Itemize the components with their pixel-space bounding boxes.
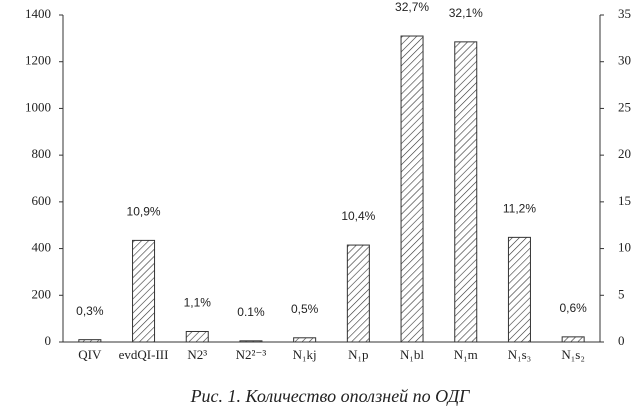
percent-label: 32,1% xyxy=(449,6,483,20)
y-tick-label: 400 xyxy=(32,240,52,255)
bar xyxy=(507,236,531,343)
percent-label: 10,9% xyxy=(127,205,161,219)
y-tick-label: 1200 xyxy=(25,53,51,68)
x-tick-label: N2³ xyxy=(187,347,207,362)
bar xyxy=(78,339,102,343)
y2-tick-label: 0 xyxy=(618,333,625,348)
percent-label: 0,6% xyxy=(559,301,587,315)
x-tick-label: N₁bl xyxy=(400,347,424,362)
percent-label: 11,2% xyxy=(503,202,536,216)
x-tick-label: QIV xyxy=(78,347,102,362)
x-tick-label: evdQI-III xyxy=(119,347,169,362)
bar xyxy=(185,330,209,343)
y2-tick-label: 5 xyxy=(618,286,625,301)
y-tick-label: 1000 xyxy=(25,99,51,114)
x-tick-label: N₁s₂ xyxy=(561,347,585,362)
percent-label: 32,7% xyxy=(395,0,429,14)
bar xyxy=(293,337,317,343)
y-tick-label: 600 xyxy=(32,193,52,208)
x-tick-label: N₁s₃ xyxy=(508,347,532,362)
x-tick-label: N₁kj xyxy=(293,347,317,362)
percent-label: 1,1% xyxy=(184,296,212,310)
percent-label: 0.1% xyxy=(237,305,265,319)
y2-tick-label: 30 xyxy=(618,53,631,68)
x-tick-label: N2²⁻³ xyxy=(236,347,267,362)
y-tick-label: 0 xyxy=(45,333,52,348)
y2-tick-label: 25 xyxy=(618,99,631,114)
y2-tick-label: 10 xyxy=(618,240,631,255)
y-tick-label: 200 xyxy=(32,286,52,301)
bar xyxy=(132,239,156,343)
bar xyxy=(346,244,370,343)
bar xyxy=(561,336,585,343)
x-tick-label: N₁p xyxy=(348,347,368,362)
y2-tick-label: 20 xyxy=(618,146,631,161)
bar xyxy=(400,35,424,343)
percent-label: 0,5% xyxy=(291,302,319,316)
y-tick-label: 1400 xyxy=(25,6,51,21)
bar xyxy=(454,41,478,343)
y2-tick-label: 15 xyxy=(618,193,631,208)
chart-title: Рис. 1. Количество оползней по ОДГ xyxy=(190,386,471,406)
y2-tick-label: 35 xyxy=(618,6,631,21)
percent-label: 0,3% xyxy=(76,304,104,318)
x-tick-label: N₁m xyxy=(454,347,478,362)
bar xyxy=(239,340,263,343)
y-tick-label: 800 xyxy=(32,146,52,161)
percent-label: 10,4% xyxy=(341,209,375,223)
